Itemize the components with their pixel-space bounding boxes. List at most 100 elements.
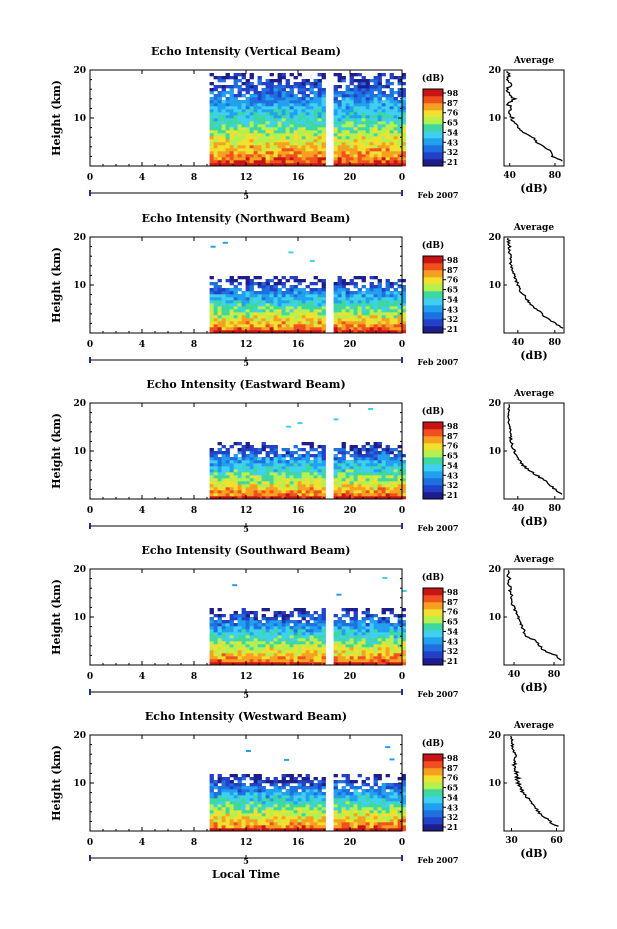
heatmap-cell xyxy=(233,807,238,811)
heatmap-cell xyxy=(361,127,366,131)
heatmap-cell xyxy=(253,148,258,152)
heatmap-cell xyxy=(373,79,378,83)
heatmap-cell xyxy=(381,478,386,482)
heatmap-cell xyxy=(245,825,250,829)
heatmap-cell xyxy=(305,97,310,101)
heatmap-cell xyxy=(349,816,354,820)
heatmap-cell xyxy=(333,142,338,146)
heatmap-cell xyxy=(249,786,254,790)
heatmap-cell xyxy=(297,819,302,823)
heatmap-cell xyxy=(285,825,290,829)
heatmap-cell xyxy=(309,783,314,787)
heatmap-cell xyxy=(313,828,318,832)
heatmap-cell xyxy=(305,656,310,660)
heatmap-cell xyxy=(313,151,318,155)
heatmap-cell xyxy=(381,327,386,331)
heatmap-cell xyxy=(297,466,302,470)
heatmap-cell xyxy=(341,312,346,316)
heatmap-cell xyxy=(221,91,226,95)
heatmap-cell xyxy=(397,88,402,92)
heatmap-cell xyxy=(357,327,362,331)
heatmap-cell xyxy=(333,163,338,167)
heatmap-cell xyxy=(313,653,318,657)
heatmap-cell xyxy=(249,121,254,125)
heatmap-cell xyxy=(397,614,402,618)
heatmap-cell xyxy=(241,798,246,802)
heatmap-cell xyxy=(365,475,370,479)
heatmap-cell xyxy=(401,291,406,295)
heatmap-cell xyxy=(217,801,222,805)
heatmap-cell xyxy=(289,611,294,615)
heatmap-cell xyxy=(253,496,258,500)
heatmap-cell xyxy=(341,472,346,476)
heatmap-cell xyxy=(253,460,258,464)
heatmap-cell xyxy=(245,641,250,645)
heatmap-cell xyxy=(385,106,390,110)
heatmap-cell xyxy=(221,94,226,98)
heatmap-cell xyxy=(389,460,394,464)
heatmap-cell xyxy=(225,460,230,464)
heatmap-cell xyxy=(249,457,254,461)
heatmap-cell xyxy=(257,160,262,164)
heatmap-cell xyxy=(285,614,290,618)
heatmap-cell xyxy=(349,475,354,479)
heatmap-cell xyxy=(221,309,226,313)
heatmap-cell xyxy=(241,656,246,660)
heatmap-cell xyxy=(353,121,358,125)
heatmap-cell xyxy=(253,801,258,805)
heatmap-cell xyxy=(265,327,270,331)
heatmap-cell xyxy=(249,813,254,817)
heatmap-cell xyxy=(273,282,278,286)
heatmap-cell xyxy=(249,653,254,657)
heatmap-cell xyxy=(333,478,338,482)
heatmap-cell xyxy=(237,163,242,167)
heatmap-cell xyxy=(345,828,350,832)
heatmap-cell xyxy=(277,315,282,319)
heatmap-cell xyxy=(241,303,246,307)
heatmap-cell xyxy=(213,291,218,295)
heatmap-cell xyxy=(265,85,270,89)
heatmap-cell xyxy=(333,94,338,98)
heatmap-cell xyxy=(369,620,374,624)
heatmap-cell xyxy=(237,626,242,630)
heatmap-cell xyxy=(349,109,354,113)
heatmap-cell xyxy=(301,644,306,648)
heatmap-cell xyxy=(321,632,326,636)
heatmap-cell xyxy=(265,469,270,473)
heatmap-cell xyxy=(357,472,362,476)
heatmap-cell xyxy=(345,124,350,128)
heatmap-cell xyxy=(321,825,326,829)
heatmap-cell xyxy=(377,632,382,636)
heatmap-cell xyxy=(389,608,394,612)
heatmap-cell xyxy=(309,115,314,119)
heatmap-cell xyxy=(337,115,342,119)
heatmap-cell xyxy=(353,327,358,331)
heatmap-cell xyxy=(269,448,274,452)
heatmap-cell xyxy=(249,659,254,663)
heatmap-cell xyxy=(389,611,394,615)
heatmap-cell xyxy=(349,786,354,790)
heatmap-cell xyxy=(297,804,302,808)
heatmap-cell xyxy=(373,148,378,152)
heatmap-cell xyxy=(257,626,262,630)
heatmap-cell xyxy=(365,82,370,86)
heatmap-cell xyxy=(333,121,338,125)
heatmap-cell xyxy=(249,300,254,304)
heatmap-cell xyxy=(257,136,262,140)
heatmap-cell xyxy=(269,139,274,143)
heatmap-cell xyxy=(297,288,302,292)
date-label: Feb 2007 xyxy=(418,689,459,699)
colorbar-segment xyxy=(423,422,443,430)
heatmap-cell xyxy=(269,463,274,467)
heatmap-cell xyxy=(273,792,278,796)
heatmap-cell xyxy=(277,130,282,134)
heatmap-cell xyxy=(221,789,226,793)
heatmap-cell xyxy=(269,620,274,624)
heatmap-cell xyxy=(269,109,274,113)
heatmap-cell xyxy=(401,620,406,624)
heatmap-cell xyxy=(289,106,294,110)
heatmap-cell xyxy=(209,813,214,817)
heatmap-cell xyxy=(209,297,214,301)
heatmap-cell xyxy=(289,136,294,140)
heatmap-cell xyxy=(345,463,350,467)
